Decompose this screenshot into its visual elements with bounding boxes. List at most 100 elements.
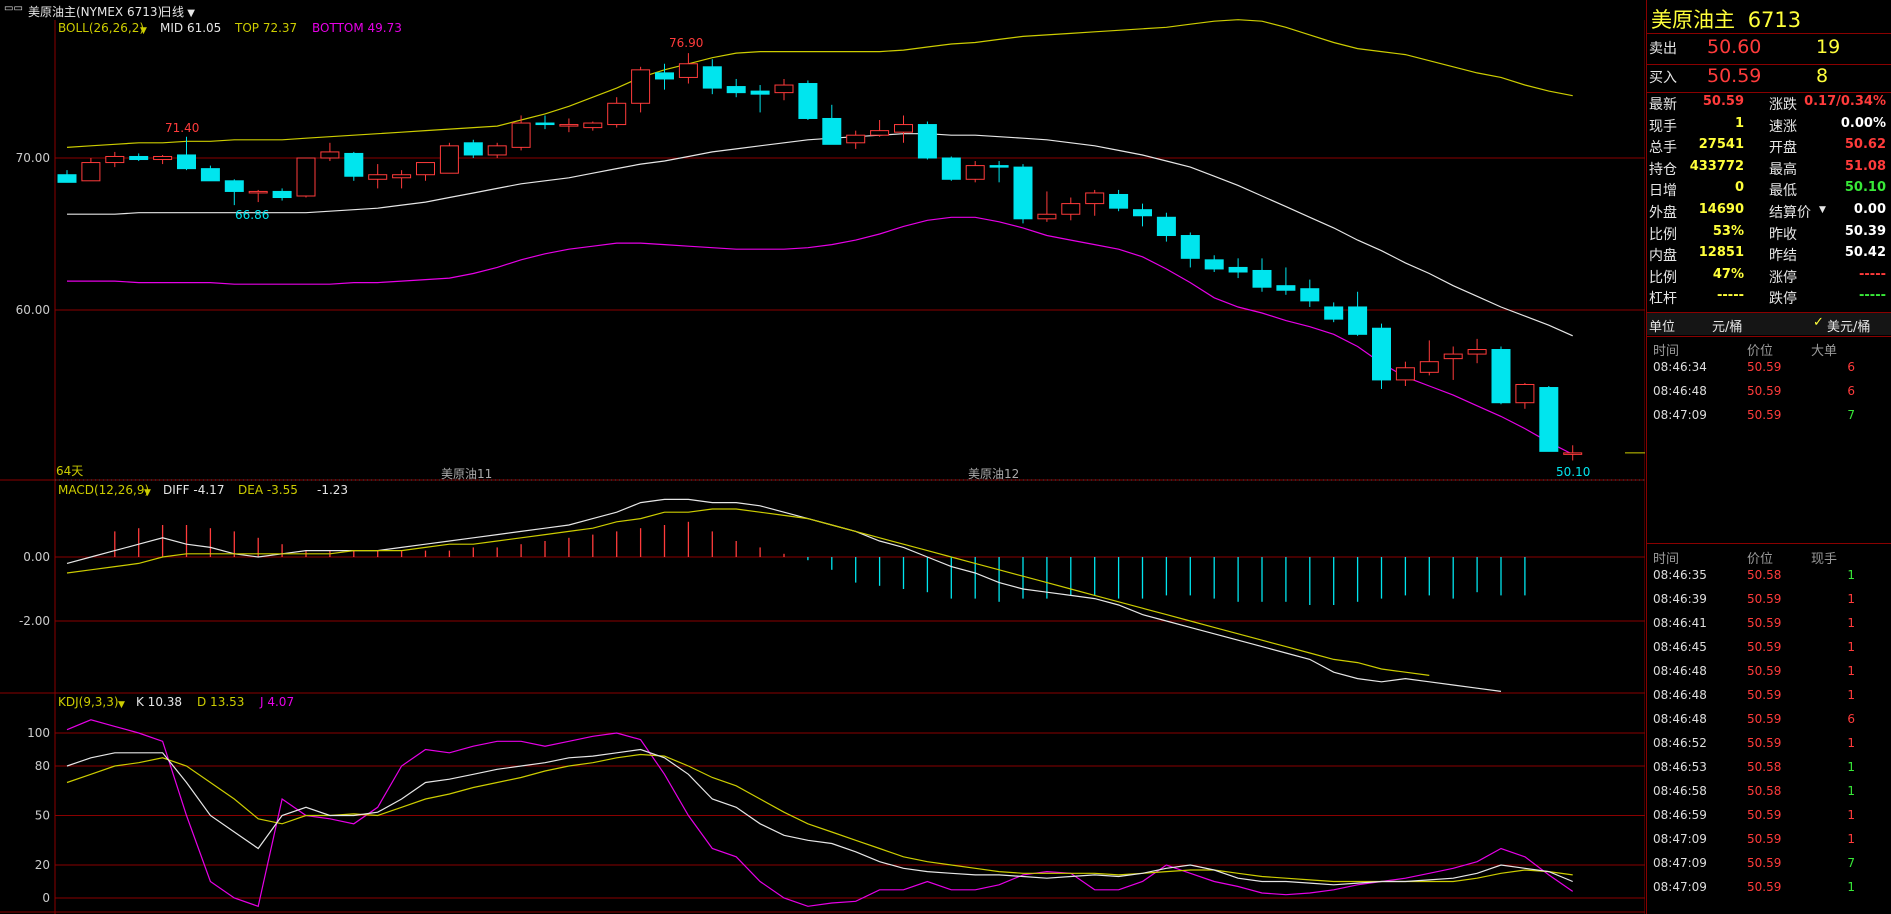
candle-body (1515, 383, 1535, 404)
column-header: 价位 (1747, 552, 1774, 567)
unit-cny-option[interactable]: 元/桶 (1712, 320, 1743, 335)
candle (129, 153, 149, 162)
candle (702, 59, 722, 95)
contract-mark-11: 美原油11 (441, 467, 492, 481)
stat-label: 最新 (1649, 97, 1677, 113)
chevron-down-icon[interactable]: ▼ (1819, 205, 1826, 215)
candle-body (1467, 349, 1487, 355)
candlesticks (57, 53, 1645, 461)
chart-area[interactable]: 70.00 60.00 0.00 -2.00 100 80 50 20 0 BOLL(26,26… (0, 0, 1645, 914)
candle (463, 139, 483, 158)
stat-label: 结算价 (1769, 205, 1811, 221)
candle (1252, 258, 1272, 292)
trade-time: 08:46:34 (1653, 360, 1707, 374)
kdj-k: K 10.38 (136, 695, 182, 709)
divider (1647, 312, 1891, 313)
unit-bar: 单位 元/桶 ✓ 美元/桶 (1647, 313, 1891, 335)
period-selector[interactable]: 日线 ▼ (160, 3, 195, 20)
trade-volume: 6 (1847, 360, 1855, 374)
candle-body (726, 86, 746, 94)
column-header: 价位 (1747, 344, 1774, 359)
trade-volume: 1 (1847, 832, 1855, 846)
quote-row: 内盘 12851 昨结 50.42 (1647, 245, 1891, 266)
candle-body (1324, 306, 1344, 320)
trade-volume: 1 (1847, 592, 1855, 606)
candle (1467, 338, 1487, 364)
candle (1156, 212, 1176, 242)
stat-label: 外盘 (1649, 205, 1677, 221)
candle-body (344, 152, 364, 177)
chart-topbar: ▭▭ 美原油主(NYMEX 6713) 日线 ▼ (0, 0, 1645, 20)
unit-usd-option[interactable]: 美元/桶 (1827, 320, 1871, 335)
main-y-tick: 60.00 (16, 303, 50, 317)
stat-label: 开盘 (1769, 140, 1797, 157)
stat-label: 日增 (1649, 183, 1677, 200)
big-order-row: 08:47:09 50.59 7 (1651, 408, 1891, 430)
candle-body (846, 134, 866, 144)
trade-time: 08:46:41 (1653, 616, 1707, 630)
sell-qty: 19 (1816, 36, 1841, 58)
kdj-k-line (66, 748, 1573, 886)
candle (392, 170, 412, 189)
candle (416, 162, 435, 181)
candle (607, 97, 627, 128)
trade-time: 08:46:58 (1653, 784, 1707, 798)
tick-row: 08:46:48 50.59 1 (1651, 664, 1891, 686)
quote-row: 总手 27541 开盘 50.62 (1647, 137, 1891, 158)
stat-label: 比例 (1649, 269, 1677, 286)
tick-header: 时间 价位 现手 (1651, 548, 1891, 570)
trade-time: 08:47:09 (1653, 880, 1707, 894)
macd-bars (114, 521, 1526, 605)
candle (1109, 189, 1129, 212)
candle-body (822, 117, 842, 145)
trade-price: 50.59 (1747, 880, 1782, 894)
trade-volume: 6 (1847, 384, 1855, 398)
quote-row: 现手 1 速涨 0.00% (1647, 116, 1891, 137)
candle (1180, 232, 1200, 268)
tick-row: 08:46:58 50.58 1 (1651, 784, 1891, 806)
candle (1395, 361, 1415, 386)
candle (535, 115, 555, 130)
candle-body (200, 168, 220, 182)
candle-body (1013, 166, 1033, 220)
chevron-down-icon: ▼ (184, 8, 195, 19)
quote-row: 比例 47% 涨停 ----- (1647, 267, 1891, 288)
trade-volume: 7 (1847, 408, 1855, 422)
boll-bottom-line (67, 216, 1573, 455)
candle (941, 156, 961, 181)
trade-price: 50.58 (1747, 784, 1782, 798)
trade-volume: 7 (1847, 856, 1855, 870)
stat-value: 53% (1712, 223, 1744, 239)
quote-row: 杠杆 ----- 跌停 ----- (1647, 288, 1891, 309)
kdj-y-tick: 80 (35, 759, 50, 773)
candle-body (248, 190, 268, 194)
tick-row: 08:46:45 50.59 1 (1651, 640, 1891, 662)
candle (1372, 323, 1391, 390)
chevron-down-icon: ▼ (144, 488, 151, 498)
sell-row: 卖出 50.60 19 (1647, 36, 1891, 62)
buy-qty: 8 (1816, 65, 1829, 87)
candle (1491, 346, 1511, 405)
instrument-title[interactable]: 美原油主(NYMEX 6713) (28, 5, 163, 19)
window-menu-icon[interactable]: ▭▭ (4, 3, 23, 14)
candle-body (1348, 306, 1368, 335)
macd-diff-line (66, 498, 1502, 692)
kdj-lines (66, 719, 1574, 908)
trade-price: 50.59 (1747, 408, 1782, 422)
check-icon: ✓ (1813, 315, 1824, 330)
annotation-high-1: 71.40 (165, 121, 199, 135)
candle (750, 85, 770, 113)
divider (1647, 543, 1891, 544)
quote-title: 美原油主 6713 (1651, 4, 1801, 34)
candle-body (678, 63, 698, 78)
candle-body (1419, 361, 1439, 373)
kdj-y-tick: 100 (27, 726, 50, 740)
macd-y-tick: -2.00 (19, 614, 50, 628)
annotation-peak: 76.90 (669, 36, 703, 50)
trade-time: 08:47:09 (1653, 856, 1707, 870)
candle (272, 188, 292, 201)
candle-body (129, 155, 149, 161)
stat-label: 最低 (1769, 183, 1797, 200)
kdj-j-line (66, 719, 1574, 908)
trade-price: 50.59 (1747, 616, 1782, 630)
